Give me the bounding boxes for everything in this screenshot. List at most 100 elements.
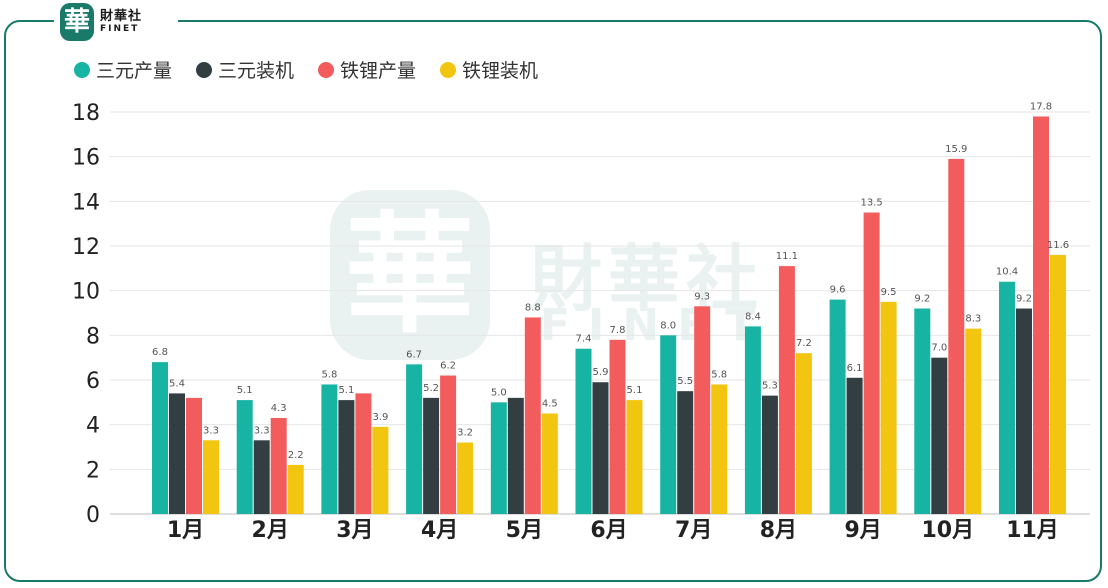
data-label: 8.8	[525, 302, 541, 313]
data-label: 13.5	[860, 198, 882, 209]
y-tick-label: 10	[72, 280, 100, 305]
bar-2-3月	[338, 400, 355, 514]
data-label: 7.0	[931, 343, 947, 354]
x-tick-label: 6月	[590, 518, 627, 543]
chart-frame	[4, 20, 1102, 582]
x-tick-label: 4月	[421, 518, 458, 543]
bar-4-9月	[880, 301, 897, 514]
bar-4-6月	[626, 400, 643, 514]
bar-3-7月	[694, 306, 711, 514]
bar-3-3月	[355, 393, 372, 514]
data-label: 5.1	[237, 385, 253, 396]
data-label: 2.2	[288, 450, 304, 461]
data-label: 5.0	[491, 387, 507, 398]
brand-logo: 華 財華社 FINET	[54, 0, 178, 44]
brand-name-en: FINET	[100, 24, 140, 34]
bar-2-8月	[761, 395, 778, 514]
data-label: 5.8	[711, 369, 727, 380]
y-tick-label: 12	[72, 235, 100, 260]
bar-2-6月	[592, 382, 609, 514]
bar-3-6月	[609, 339, 626, 514]
bar-2-10月	[931, 357, 948, 514]
bar-2-11月	[1016, 308, 1032, 514]
legend-swatch	[74, 61, 90, 78]
data-label: 9.5	[881, 287, 897, 298]
bar-4-8月	[795, 353, 812, 514]
data-label: 3.3	[203, 425, 219, 436]
bar-4-11月	[1050, 254, 1066, 514]
data-label: 7.2	[796, 338, 812, 349]
data-label: 3.9	[372, 412, 388, 423]
x-tick-label: 2月	[252, 518, 289, 543]
bar-1-1月	[152, 362, 168, 514]
legend-label: 三元产量	[96, 60, 173, 82]
data-label: 5.2	[423, 383, 439, 394]
bar-2-4月	[423, 397, 440, 514]
bar-2-1月	[169, 393, 185, 514]
data-label: 9.6	[830, 285, 846, 296]
bar-1-5月	[490, 402, 507, 514]
bar-1-3月	[321, 384, 338, 514]
bar-2-2月	[253, 440, 270, 514]
data-label: 17.8	[1030, 101, 1052, 112]
bar-4-10月	[965, 328, 982, 514]
bar-3-2月	[270, 417, 287, 514]
x-tick-label: 7月	[675, 518, 712, 543]
legend-label: 铁锂装机	[462, 60, 539, 82]
x-tick-label: 5月	[506, 518, 543, 543]
y-tick-label: 14	[72, 190, 100, 215]
y-tick-label: 2	[86, 458, 100, 483]
chart-legend: 三元产量 三元装机 铁锂产量 铁锂装机	[74, 56, 538, 83]
data-label: 9.2	[914, 294, 930, 305]
data-label: 15.9	[945, 144, 967, 155]
data-label: 3.2	[457, 428, 473, 439]
y-tick-label: 16	[72, 146, 100, 171]
data-label: 5.3	[762, 381, 778, 392]
legend-swatch	[196, 61, 213, 78]
data-label: 4.3	[271, 403, 287, 414]
y-tick-label: 4	[86, 414, 100, 439]
bar-3-4月	[440, 375, 457, 514]
bar-3-10月	[948, 158, 965, 514]
y-tick-label: 8	[86, 324, 100, 349]
bar-4-1月	[203, 440, 219, 514]
data-label: 6.8	[152, 347, 168, 358]
bar-4-2月	[287, 464, 304, 514]
data-label: 11.6	[1047, 240, 1069, 251]
x-tick-label: 9月	[844, 518, 881, 543]
y-tick-label: 6	[86, 369, 100, 394]
legend-item-lfp-output: 铁锂产量	[318, 56, 416, 83]
data-label: 10.4	[996, 267, 1018, 278]
y-tick-label: 18	[72, 101, 100, 126]
brand-seal-icon: 華	[60, 3, 94, 41]
data-label: 6.1	[847, 363, 863, 374]
data-label: 9.2	[1016, 294, 1032, 305]
data-label: 5.8	[321, 369, 337, 380]
bar-4-7月	[711, 384, 728, 514]
legend-label: 铁锂产量	[340, 60, 417, 82]
bar-3-1月	[186, 397, 202, 514]
bar-1-6月	[575, 348, 592, 514]
data-label: 9.3	[694, 291, 710, 302]
legend-label: 三元装机	[218, 60, 295, 82]
bar-1-7月	[660, 335, 677, 514]
data-label: 7.8	[610, 325, 626, 336]
brand-name-cn: 財華社	[100, 9, 143, 24]
legend-swatch	[440, 61, 457, 78]
data-label: 5.9	[593, 367, 609, 378]
data-label: 8.4	[745, 311, 761, 322]
data-label: 8.3	[965, 314, 981, 325]
bar-4-4月	[457, 442, 474, 514]
data-label: 11.1	[776, 251, 798, 262]
data-label: 3.3	[254, 425, 270, 436]
legend-item-lfp-install: 铁锂装机	[440, 56, 538, 83]
bar-4-3月	[372, 426, 389, 514]
x-tick-label: 8月	[760, 518, 797, 543]
data-label: 6.2	[440, 361, 456, 372]
bar-2-9月	[846, 377, 863, 514]
data-label: 4.5	[542, 399, 558, 410]
bar-4-5月	[541, 413, 558, 514]
data-label: 5.1	[627, 385, 643, 396]
bar-3-9月	[863, 212, 880, 514]
